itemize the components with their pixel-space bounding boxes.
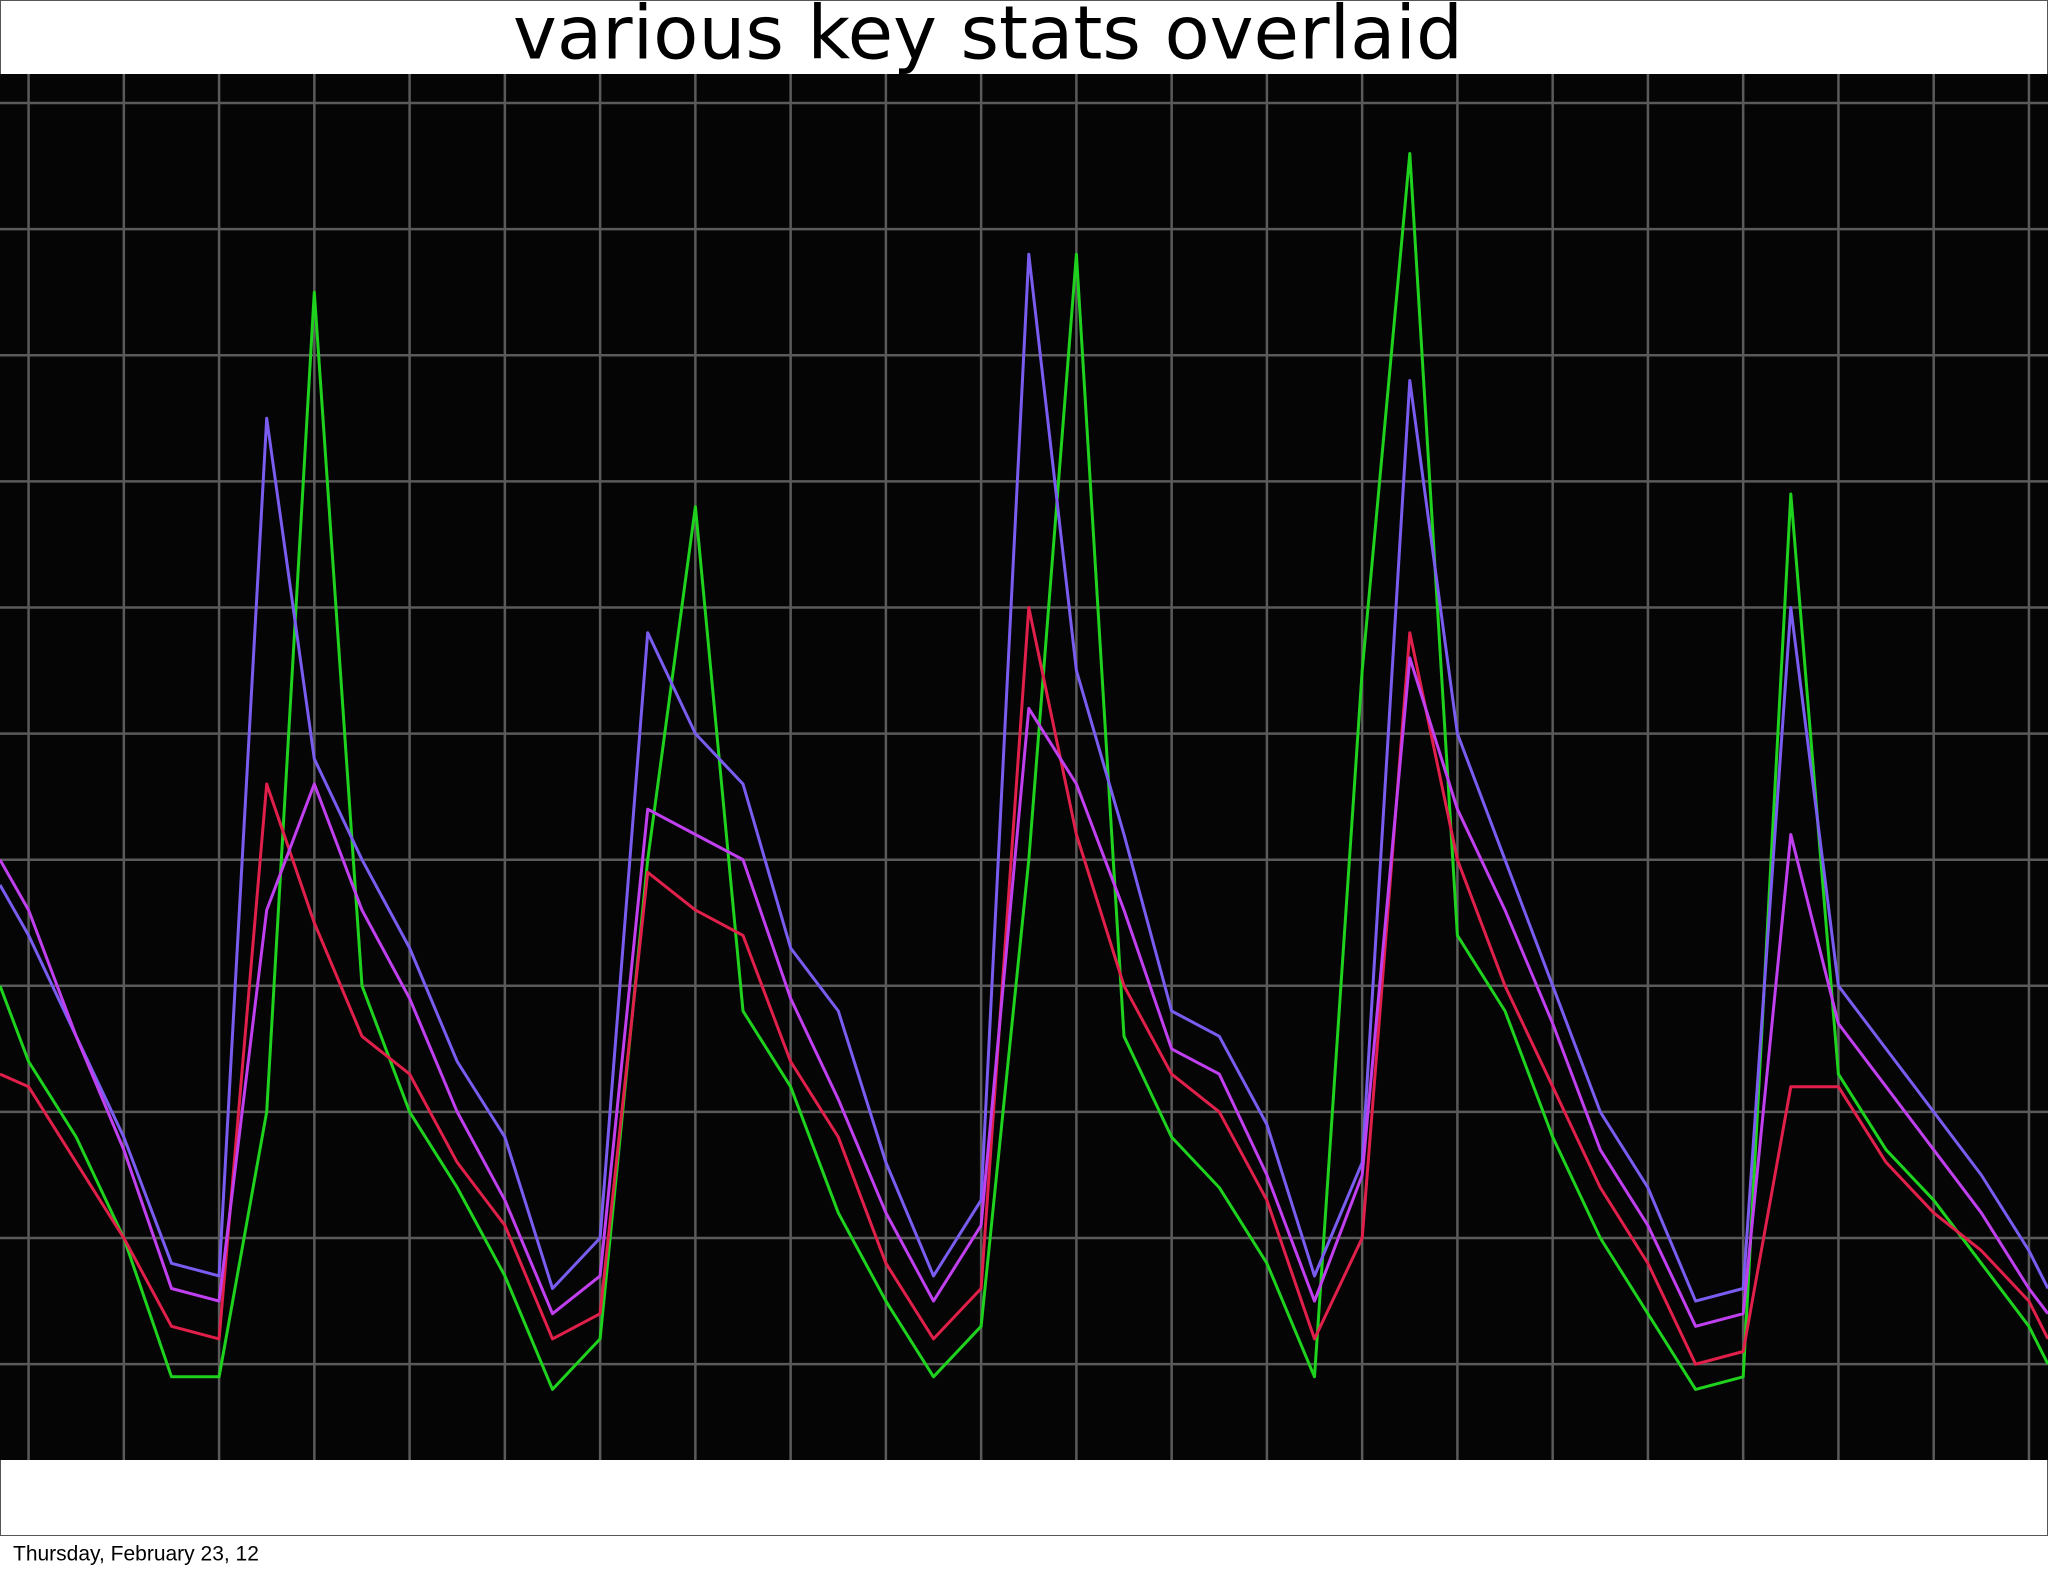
plot [0,74,2048,1460]
chart-title: various key stats overlaid [513,0,1463,77]
series-line [0,152,2048,1391]
series-line [0,606,2048,1366]
series-line [0,252,2048,1303]
footer-date: Thursday, February 23, 12 [13,1543,259,1566]
series-line [0,656,2048,1328]
